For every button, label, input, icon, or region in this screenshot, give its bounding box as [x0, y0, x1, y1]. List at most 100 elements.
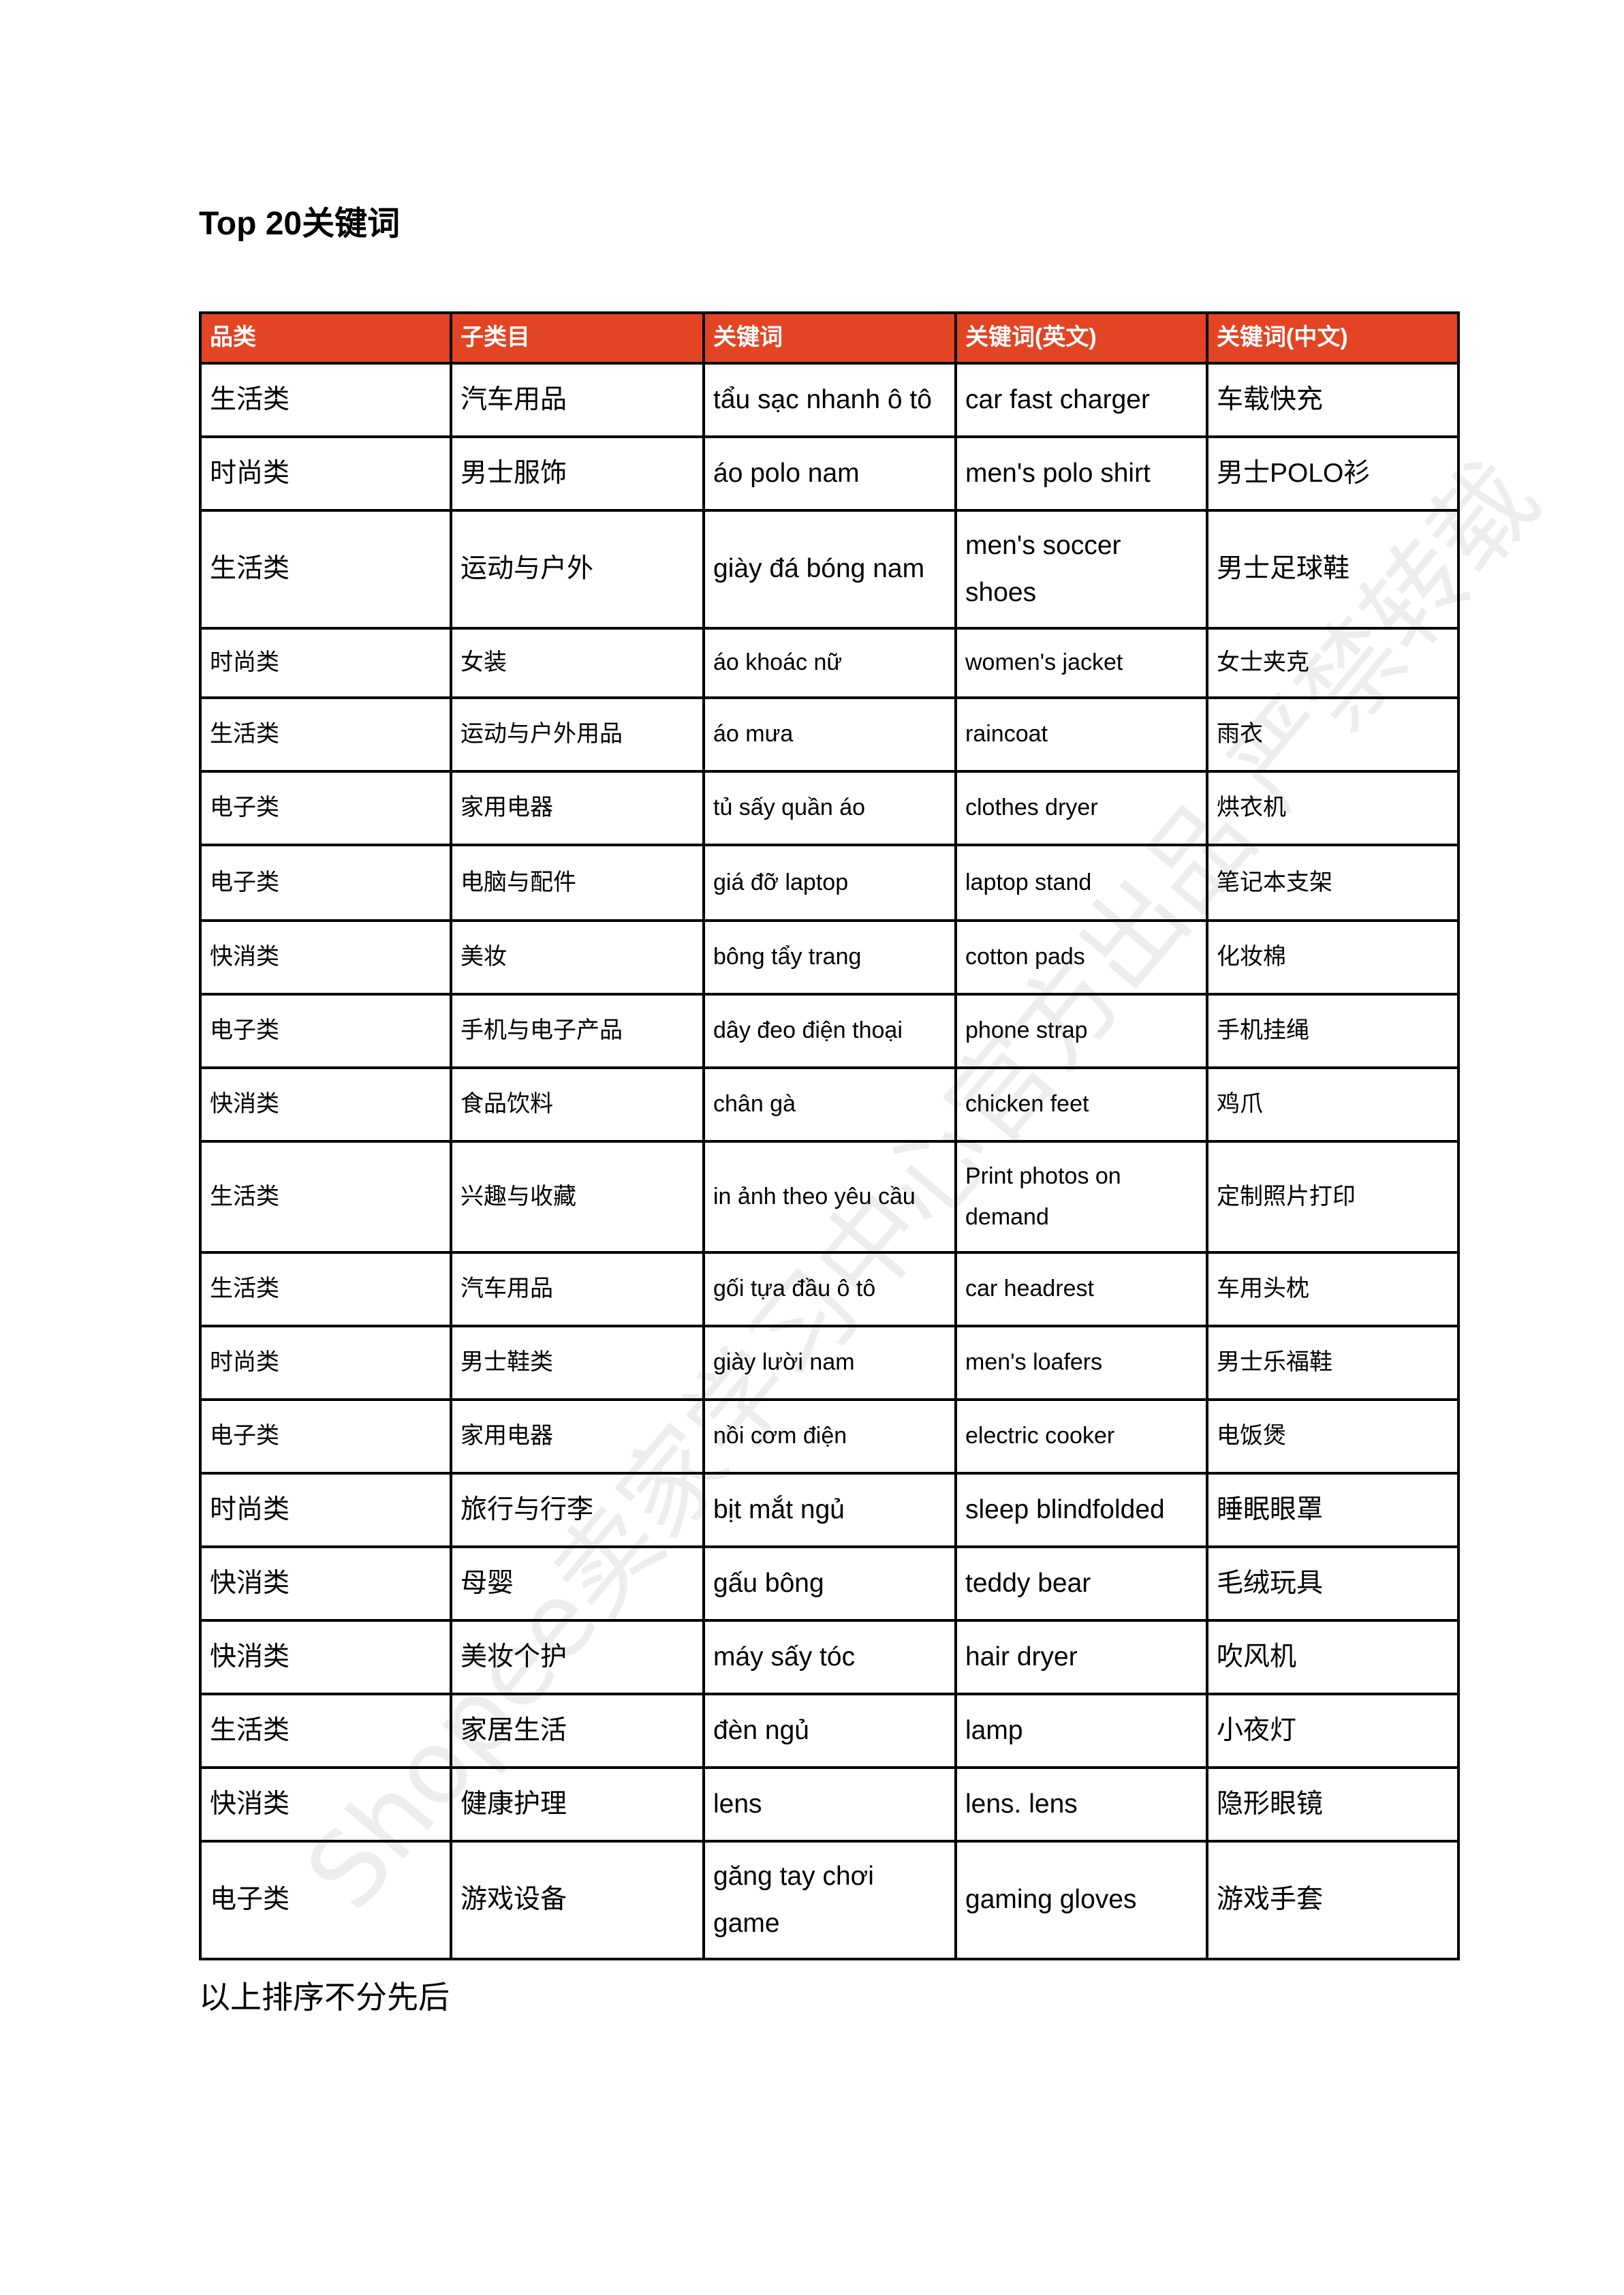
cell-keyword-en: chicken feet — [954, 1066, 1208, 1143]
cell-category: 生活类 — [199, 1251, 452, 1327]
cell-keyword: giày lười nam — [702, 1325, 957, 1401]
cell-category: 生活类 — [199, 696, 452, 773]
cell-category: 生活类 — [199, 1140, 452, 1254]
header-keyword-zh: 关键词(中文) — [1206, 311, 1460, 365]
cell-subcategory: 兴趣与收藏 — [450, 1140, 705, 1254]
table-row: 电子类 游戏设备 găng tay chơi game gaming gloves 游戏… — [199, 1840, 1460, 1960]
cell-subcategory: 美妆 — [450, 919, 705, 996]
cell-subcategory: 汽车用品 — [450, 362, 705, 438]
cell-subcategory: 运动与户外用品 — [450, 696, 705, 773]
cell-keyword-en: lens. lens — [954, 1766, 1208, 1843]
cell-subcategory: 美妆个护 — [450, 1619, 705, 1695]
cell-keyword-zh: 隐形眼镜 — [1206, 1766, 1460, 1843]
table-row: 电子类 手机与电子产品 dây đeo điện thoại phone strap 手… — [199, 993, 1460, 1069]
cell-keyword: áo polo nam — [702, 435, 957, 512]
cell-keyword-zh: 男士足球鞋 — [1206, 509, 1460, 630]
cell-keyword: áo mưa — [702, 696, 957, 773]
cell-keyword-zh: 毛绒玩具 — [1206, 1545, 1460, 1622]
table-row: 生活类 运动与户外用品 áo mưa raincoat 雨衣 — [199, 696, 1460, 773]
cell-subcategory: 家居生活 — [450, 1693, 705, 1769]
cell-keyword: dây đeo điện thoại — [702, 993, 957, 1069]
cell-keyword: tẩu sạc nhanh ô tô — [702, 362, 957, 438]
cell-keyword-en: men's soccer shoes — [954, 509, 1208, 630]
cell-subcategory: 运动与户外 — [450, 509, 705, 630]
cell-keyword: máy sấy tóc — [702, 1619, 957, 1695]
cell-keyword: chân gà — [702, 1066, 957, 1143]
cell-keyword: bông tẩy trang — [702, 919, 957, 996]
keyword-table: 品类 子类目 关键词 关键词(英文) 关键词(中文) 生活类 汽车用品 tẩu sạ… — [199, 311, 1460, 1960]
cell-keyword-en: lamp — [954, 1693, 1208, 1769]
table-row: 快消类 母婴 gấu bông teddy bear 毛绒玩具 — [199, 1545, 1460, 1622]
cell-keyword-en: laptop stand — [954, 844, 1208, 922]
table-row: 生活类 汽车用品 tẩu sạc nhanh ô tô car fast charge… — [199, 362, 1460, 438]
cell-category: 电子类 — [199, 993, 452, 1069]
cell-category: 时尚类 — [199, 1472, 452, 1548]
table-row: 时尚类 男士鞋类 giày lười nam men's loafers 男士乐福鞋 — [199, 1325, 1460, 1401]
cell-category: 电子类 — [199, 844, 452, 922]
cell-category: 电子类 — [199, 770, 452, 846]
table-row: 快消类 美妆个护 máy sấy tóc hair dryer 吹风机 — [199, 1619, 1460, 1695]
cell-keyword: găng tay chơi game — [702, 1840, 957, 1960]
cell-subcategory: 食品饮料 — [450, 1066, 705, 1143]
cell-keyword-en: clothes dryer — [954, 770, 1208, 846]
cell-keyword-zh: 手机挂绳 — [1206, 993, 1460, 1069]
table-row: 快消类 食品饮料 chân gà chicken feet 鸡爪 — [199, 1066, 1460, 1143]
cell-subcategory: 汽车用品 — [450, 1251, 705, 1327]
cell-category: 生活类 — [199, 509, 452, 630]
cell-category: 快消类 — [199, 1766, 452, 1843]
cell-keyword: in ảnh theo yêu cầu — [702, 1140, 957, 1254]
cell-keyword-zh: 鸡爪 — [1206, 1066, 1460, 1143]
cell-keyword: nồi cơm điện — [702, 1398, 957, 1475]
table-row: 时尚类 女装 áo khoác nữ women's jacket 女士夹克 — [199, 627, 1460, 699]
cell-keyword-zh: 游戏手套 — [1206, 1840, 1460, 1960]
cell-subcategory: 游戏设备 — [450, 1840, 705, 1960]
header-category: 品类 — [199, 311, 452, 365]
page-title: Top 20关键词 — [199, 206, 401, 242]
cell-category: 快消类 — [199, 1066, 452, 1143]
cell-keyword-zh: 笔记本支架 — [1206, 844, 1460, 922]
cell-subcategory: 健康护理 — [450, 1766, 705, 1843]
table-row: 电子类 电脑与配件 giá đỡ laptop laptop stand 笔记本支架 — [199, 844, 1460, 922]
cell-keyword-en: phone strap — [954, 993, 1208, 1069]
header-keyword: 关键词 — [702, 311, 957, 365]
cell-keyword-zh: 电饭煲 — [1206, 1398, 1460, 1475]
table-row: 电子类 家用电器 nồi cơm điện electric cooker 电饭煲 — [199, 1398, 1460, 1475]
cell-keyword: lens — [702, 1766, 957, 1843]
cell-keyword-en: electric cooker — [954, 1398, 1208, 1475]
cell-subcategory: 家用电器 — [450, 770, 705, 846]
table-row: 快消类 美妆 bông tẩy trang cotton pads 化妆棉 — [199, 919, 1460, 996]
cell-category: 快消类 — [199, 1545, 452, 1622]
cell-keyword: giá đỡ laptop — [702, 844, 957, 922]
cell-category: 生活类 — [199, 362, 452, 438]
cell-keyword-zh: 雨衣 — [1206, 696, 1460, 773]
cell-keyword: giày đá bóng nam — [702, 509, 957, 630]
cell-keyword-en: Print photos on demand — [954, 1140, 1208, 1254]
table-row: 时尚类 男士服饰 áo polo nam men's polo shirt 男士POLO… — [199, 435, 1460, 512]
cell-keyword-zh: 定制照片打印 — [1206, 1140, 1460, 1254]
cell-subcategory: 手机与电子产品 — [450, 993, 705, 1069]
cell-keyword-en: gaming gloves — [954, 1840, 1208, 1960]
header-keyword-en: 关键词(英文) — [954, 311, 1208, 365]
cell-subcategory: 家用电器 — [450, 1398, 705, 1475]
header-subcategory: 子类目 — [450, 311, 705, 365]
cell-keyword-zh: 吹风机 — [1206, 1619, 1460, 1695]
cell-keyword: đèn ngủ — [702, 1693, 957, 1769]
table-row: 生活类 家居生活 đèn ngủ lamp 小夜灯 — [199, 1693, 1460, 1769]
footer-note: 以上排序不分先后 — [199, 1980, 450, 2015]
cell-keyword-zh: 车用头枕 — [1206, 1251, 1460, 1327]
cell-category: 快消类 — [199, 1619, 452, 1695]
cell-keyword-zh: 男士POLO衫 — [1206, 435, 1460, 512]
cell-category: 时尚类 — [199, 627, 452, 699]
cell-keyword: áo khoác nữ — [702, 627, 957, 699]
cell-keyword-zh: 睡眠眼罩 — [1206, 1472, 1460, 1548]
cell-keyword-en: raincoat — [954, 696, 1208, 773]
cell-keyword-en: car headrest — [954, 1251, 1208, 1327]
cell-keyword-zh: 女士夹克 — [1206, 627, 1460, 699]
cell-category: 时尚类 — [199, 1325, 452, 1401]
cell-keyword-zh: 男士乐福鞋 — [1206, 1325, 1460, 1401]
cell-subcategory: 女装 — [450, 627, 705, 699]
cell-keyword-en: sleep blindfolded — [954, 1472, 1208, 1548]
cell-subcategory: 电脑与配件 — [450, 844, 705, 922]
cell-subcategory: 男士服饰 — [450, 435, 705, 512]
cell-category: 电子类 — [199, 1840, 452, 1960]
